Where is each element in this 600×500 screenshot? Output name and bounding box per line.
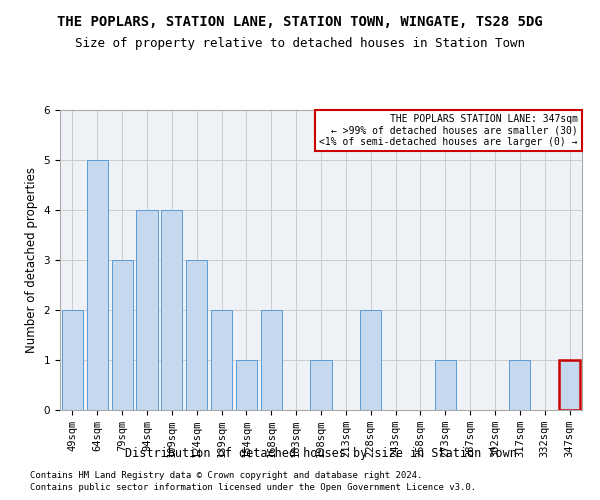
Bar [62,310,83,410]
Bar [112,260,133,410]
Bar [87,160,108,410]
Text: Contains HM Land Registry data © Crown copyright and database right 2024.: Contains HM Land Registry data © Crown c… [30,471,422,480]
Bar [360,310,381,410]
Text: THE POPLARS STATION LANE: 347sqm
← >99% of detached houses are smaller (30)
<1% : THE POPLARS STATION LANE: 347sqm ← >99% … [319,114,578,148]
Bar [261,310,282,410]
Bar [236,360,257,410]
Bar [435,360,456,410]
Text: THE POPLARS, STATION LANE, STATION TOWN, WINGATE, TS28 5DG: THE POPLARS, STATION LANE, STATION TOWN,… [57,15,543,29]
Text: Distribution of detached houses by size in Station Town: Distribution of detached houses by size … [125,448,517,460]
Bar [186,260,207,410]
Text: Size of property relative to detached houses in Station Town: Size of property relative to detached ho… [75,38,525,51]
Bar [310,360,332,410]
Y-axis label: Number of detached properties: Number of detached properties [25,167,38,353]
Text: Contains public sector information licensed under the Open Government Licence v3: Contains public sector information licen… [30,484,476,492]
Bar [161,210,182,410]
Bar [559,360,580,410]
Bar [211,310,232,410]
Bar [509,360,530,410]
Bar [136,210,158,410]
